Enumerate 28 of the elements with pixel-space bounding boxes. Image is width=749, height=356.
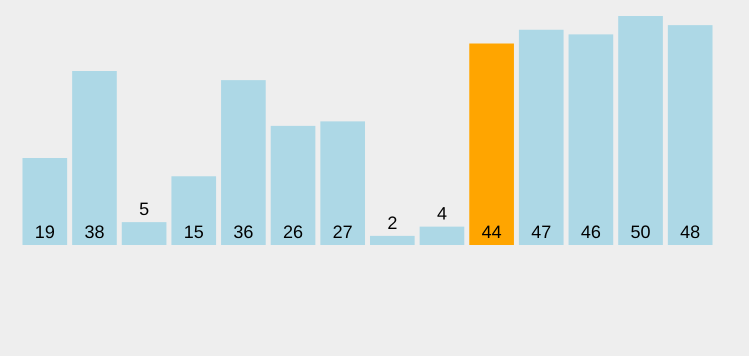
data-label: 5	[139, 199, 150, 220]
bar	[518, 30, 564, 245]
data-label: 4	[436, 204, 447, 224]
bar	[72, 70, 117, 245]
bar	[320, 121, 366, 245]
bar	[270, 126, 316, 245]
data-label: 44	[482, 222, 502, 242]
bar	[668, 25, 713, 245]
data-label: 47	[531, 222, 552, 242]
bar	[22, 158, 68, 245]
bar	[370, 236, 415, 245]
data-label: 38	[84, 222, 104, 242]
data-label: 26	[283, 222, 304, 242]
data-label: 48	[680, 222, 700, 242]
data-label: 19	[34, 222, 55, 242]
data-label: 36	[233, 222, 254, 242]
data-label: 2	[387, 212, 398, 233]
bar	[618, 16, 663, 245]
data-label: 27	[332, 222, 353, 242]
bar	[420, 226, 464, 245]
data-label: 15	[184, 222, 204, 242]
bar	[221, 80, 266, 245]
bar	[568, 34, 614, 245]
bar	[171, 176, 216, 245]
bar	[469, 43, 514, 245]
data-label: 50	[630, 222, 651, 242]
bar	[122, 222, 166, 245]
data-label: 46	[580, 222, 601, 242]
